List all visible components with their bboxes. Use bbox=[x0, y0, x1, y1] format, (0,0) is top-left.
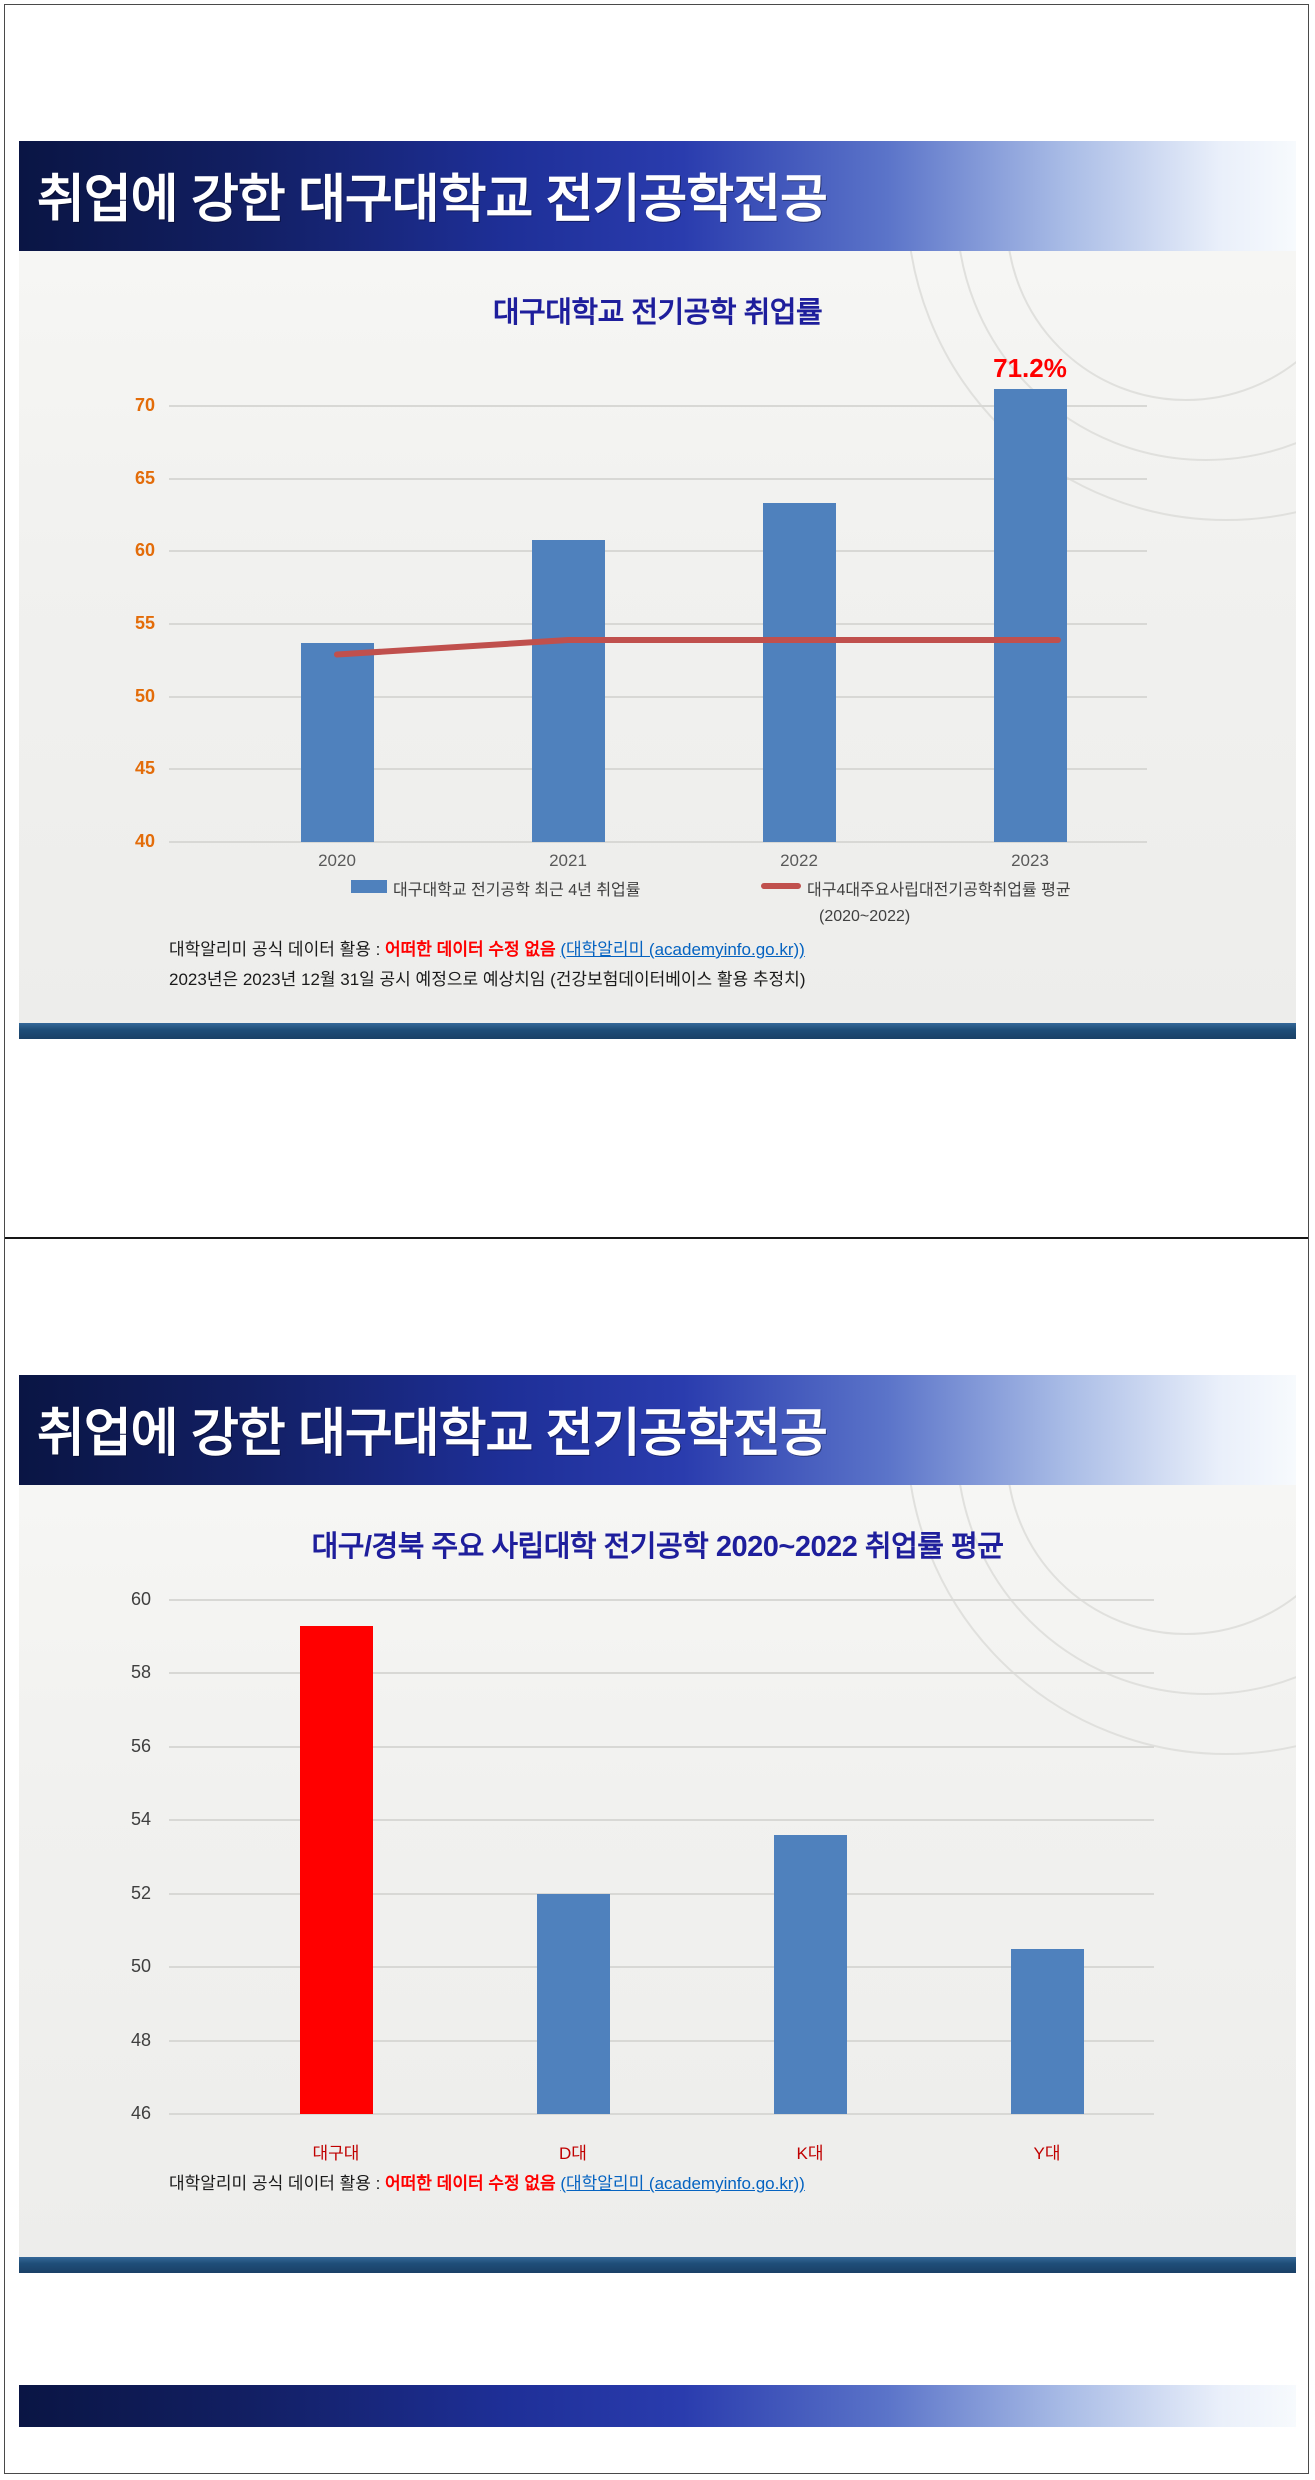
gridline bbox=[169, 477, 1147, 480]
slide1-bottom-divider bbox=[19, 1023, 1296, 1039]
gridline bbox=[169, 841, 1147, 843]
category-label: K대 bbox=[796, 2144, 824, 2163]
academyinfo-link[interactable]: (대학알리미 (academyinfo.go.kr)) bbox=[560, 940, 805, 959]
category-label: 2023 bbox=[1011, 851, 1049, 870]
bar-2022 bbox=[762, 503, 836, 842]
legend-line-label: 대구4대주요사립대전기공학취업률 평균 bbox=[807, 882, 1071, 899]
slide2-chart-title: 대구/경북 주요 사립대학 전기공학 2020~2022 취업률 평균 bbox=[311, 1531, 1004, 1563]
footer-emphasis-text: 어떠한 데이터 수정 없음 bbox=[385, 940, 556, 959]
gridline bbox=[169, 1819, 1154, 1822]
trend-line bbox=[334, 636, 1061, 658]
y-tick-label: 50 bbox=[134, 685, 155, 706]
category-label: 2022 bbox=[780, 851, 818, 870]
y-tick-label: 46 bbox=[130, 2103, 151, 2123]
y-tick-label: 48 bbox=[130, 2029, 151, 2050]
y-tick-label: 60 bbox=[130, 1589, 151, 1609]
y-tick-label: 50 bbox=[130, 1956, 151, 1977]
legend-line-swatch bbox=[761, 883, 801, 889]
slide-page-2: 취업에 강한 대구대학교 전기공학전공 대구/경북 주요 사립대학 전기공학 2… bbox=[5, 1239, 1308, 2473]
footer-source-text: 대학알리미 공식 데이터 활용 : bbox=[169, 940, 386, 959]
value-annotation: 71.2% bbox=[993, 352, 1067, 383]
slide2-chart-area: 46 48 50 52 54 56 58 60 대구대 D대 K대 Y대 bbox=[19, 1485, 1296, 2257]
y-tick-label: 52 bbox=[130, 1882, 151, 1903]
slide2-bottom-divider bbox=[19, 2257, 1296, 2273]
category-label: Y대 bbox=[1033, 2144, 1061, 2163]
gridline bbox=[169, 1966, 1154, 1969]
slide-page-1: 취업에 강한 대구대학교 전기공학전공 대구대학교 전기공학 취업률 40 45 5… bbox=[5, 5, 1308, 1239]
slide1-chart-title: 대구대학교 전기공학 취업률 bbox=[492, 297, 823, 329]
y-tick-label: 55 bbox=[134, 613, 155, 633]
slide2-banner-title: 취업에 강한 대구대학교 전기공학전공 bbox=[37, 1405, 828, 1463]
footer-emphasis-text: 어떠한 데이터 수정 없음 bbox=[385, 2174, 556, 2193]
bar-2023 bbox=[993, 388, 1067, 842]
category-label: D대 bbox=[559, 2144, 587, 2163]
y-tick-label: 45 bbox=[134, 758, 155, 779]
slide2-title-banner: 취업에 강한 대구대학교 전기공학전공 bbox=[19, 1375, 1296, 1485]
y-tick-label: 60 bbox=[134, 540, 155, 561]
gridline bbox=[169, 623, 1147, 625]
slide1-title-banner: 취업에 강한 대구대학교 전기공학전공 bbox=[19, 141, 1296, 251]
category-label: 대구대 bbox=[312, 2144, 360, 2163]
slide1-chart-area: 40 45 50 55 60 65 70 2020 2021 2022 2023 71.2% bbox=[19, 251, 1296, 1023]
bar-K대 bbox=[773, 1834, 847, 2114]
y-tick-label: 58 bbox=[130, 1662, 151, 1683]
legend-bar-swatch bbox=[351, 880, 387, 893]
bar-대구대 bbox=[299, 1625, 373, 2114]
y-tick-label: 56 bbox=[130, 1735, 151, 1756]
slide1-footer-line1: 대학알리미 공식 데이터 활용 : 어떠한 데이터 수정 없음 (대학알리미 (… bbox=[169, 935, 805, 960]
category-label: 2021 bbox=[549, 851, 587, 870]
bar-D대 bbox=[536, 1893, 610, 2114]
slide2-content: 대구/경북 주요 사립대학 전기공학 2020~2022 취업률 평균 46 48… bbox=[19, 1485, 1296, 2257]
gridline bbox=[169, 550, 1147, 553]
bar-2020 bbox=[300, 642, 374, 842]
footer-note-text: 2023년은 2023년 12월 31일 공시 예정으로 예상치임 (건강보험데… bbox=[169, 970, 806, 989]
slide2-footer-line1: 대학알리미 공식 데이터 활용 : 어떠한 데이터 수정 없음 (대학알리미 (… bbox=[169, 2169, 805, 2194]
y-tick-label: 70 bbox=[134, 395, 155, 415]
bar-Y대 bbox=[1010, 1948, 1084, 2114]
slide1-legend: 대구대학교 전기공학 최근 4년 취업률 대구4대주요사립대전기공학취업률 평균… bbox=[19, 875, 1296, 935]
legend-bar-label: 대구대학교 전기공학 최근 4년 취업률 bbox=[393, 882, 641, 899]
document-canvas: 취업에 강한 대구대학교 전기공학전공 대구대학교 전기공학 취업률 40 45 5… bbox=[4, 4, 1309, 2474]
slide1-footer-line2: 2023년은 2023년 12월 31일 공시 예정으로 예상치임 (건강보험데… bbox=[169, 965, 806, 990]
y-tick-label: 65 bbox=[134, 467, 155, 488]
academyinfo-link[interactable]: (대학알리미 (academyinfo.go.kr)) bbox=[560, 2174, 805, 2193]
gridline bbox=[169, 2039, 1154, 2042]
gridline bbox=[169, 2113, 1154, 2115]
category-label: 2020 bbox=[318, 851, 356, 870]
slide1-content: 대구대학교 전기공학 취업률 40 45 50 55 60 65 70 2020 2021 202… bbox=[19, 251, 1296, 1023]
gridline bbox=[169, 768, 1147, 771]
gridline bbox=[169, 1892, 1154, 1895]
slide1-banner-title: 취업에 강한 대구대학교 전기공학전공 bbox=[37, 171, 828, 229]
legend-line-sublabel: (2020~2022) bbox=[819, 908, 911, 925]
y-tick-label: 54 bbox=[130, 1809, 151, 1830]
footer-source-text: 대학알리미 공식 데이터 활용 : bbox=[169, 2174, 386, 2193]
y-tick-label: 40 bbox=[134, 831, 155, 851]
next-slide-banner-peek bbox=[19, 2385, 1296, 2427]
gridline bbox=[169, 1745, 1154, 1748]
bar-2021 bbox=[531, 539, 605, 842]
gridline bbox=[169, 1599, 1154, 1601]
gridline bbox=[169, 405, 1147, 407]
gridline bbox=[169, 1672, 1154, 1675]
gridline bbox=[169, 695, 1147, 698]
